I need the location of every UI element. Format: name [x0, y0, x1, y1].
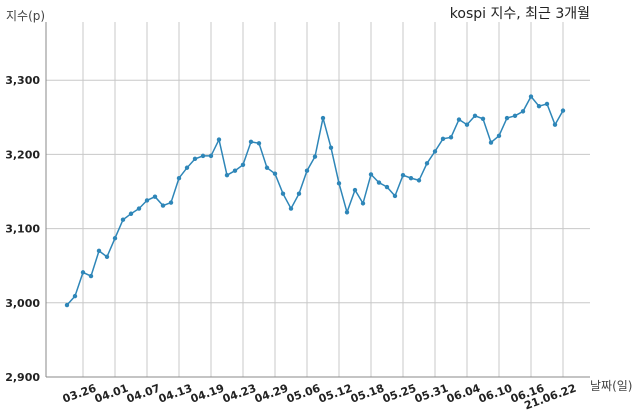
data-point — [392, 193, 398, 199]
data-point — [64, 302, 70, 308]
data-point — [440, 136, 446, 142]
data-point — [496, 133, 502, 139]
data-point — [544, 101, 550, 107]
data-point — [456, 117, 462, 122]
data-point — [128, 211, 134, 216]
data-point — [560, 108, 566, 113]
data-point — [424, 161, 430, 166]
data-point — [296, 191, 302, 196]
data-point — [536, 103, 542, 109]
data-point — [528, 94, 534, 99]
y-tick-label: 3,200 — [5, 148, 40, 161]
data-point — [96, 248, 102, 254]
data-point — [288, 206, 294, 211]
chart-title: kospi 지수, 최근 3개월 — [450, 6, 590, 22]
data-point — [200, 153, 206, 159]
data-point — [312, 154, 318, 159]
data-point — [448, 135, 454, 140]
data-point — [400, 172, 406, 178]
data-point — [272, 171, 278, 176]
data-point — [184, 165, 190, 170]
data-point — [336, 181, 342, 186]
data-point — [80, 270, 86, 275]
data-point — [504, 115, 510, 121]
data-points — [64, 94, 566, 308]
data-point — [520, 109, 526, 114]
data-point — [144, 198, 150, 203]
x-axis-label: 날짜(일) — [590, 379, 632, 393]
series-line — [66, 95, 564, 306]
y-axis-label: 지수(p) — [6, 9, 45, 23]
data-point — [264, 165, 270, 170]
data-point — [416, 178, 422, 183]
axes — [45, 22, 590, 378]
data-point — [136, 206, 142, 211]
data-point — [192, 156, 198, 162]
data-point — [408, 175, 414, 181]
data-point — [72, 293, 78, 299]
data-point — [344, 210, 350, 215]
data-point — [112, 236, 118, 241]
data-point — [328, 145, 334, 150]
data-point — [472, 113, 478, 119]
x-tick-labels: 03.2604.0104.0704.1304.1904.2304.2905.06… — [61, 381, 578, 412]
data-point — [488, 140, 494, 145]
data-point — [368, 172, 374, 177]
data-point — [552, 122, 558, 127]
data-point — [88, 273, 94, 279]
data-point — [376, 180, 382, 185]
data-point — [176, 175, 182, 181]
data-point — [352, 187, 358, 193]
data-point — [280, 191, 286, 196]
data-point — [168, 200, 174, 205]
data-point — [232, 168, 238, 173]
y-tick-label: 3,100 — [5, 223, 40, 236]
y-tick-labels: 2,900 3,000 3,100 3,200 3,300 — [5, 74, 40, 384]
data-point — [320, 115, 326, 121]
data-point — [152, 194, 158, 199]
data-point — [512, 113, 518, 119]
data-point — [240, 162, 246, 167]
data-point — [120, 217, 126, 222]
data-point — [360, 201, 366, 206]
y-tick-label: 2,900 — [5, 371, 40, 384]
data-point — [224, 172, 230, 178]
grid — [46, 22, 590, 378]
y-tick-label: 3,000 — [5, 297, 40, 310]
data-point — [104, 254, 110, 259]
data-point — [208, 153, 214, 159]
series-kospi — [66, 95, 564, 306]
data-point — [248, 139, 254, 144]
data-point — [384, 184, 390, 190]
data-point — [480, 116, 486, 121]
data-point — [432, 149, 438, 154]
y-tick-label: 3,300 — [5, 74, 40, 87]
data-point — [464, 122, 470, 127]
data-point — [216, 137, 222, 142]
data-point — [256, 141, 262, 146]
data-point — [160, 203, 166, 208]
data-point — [304, 168, 310, 173]
